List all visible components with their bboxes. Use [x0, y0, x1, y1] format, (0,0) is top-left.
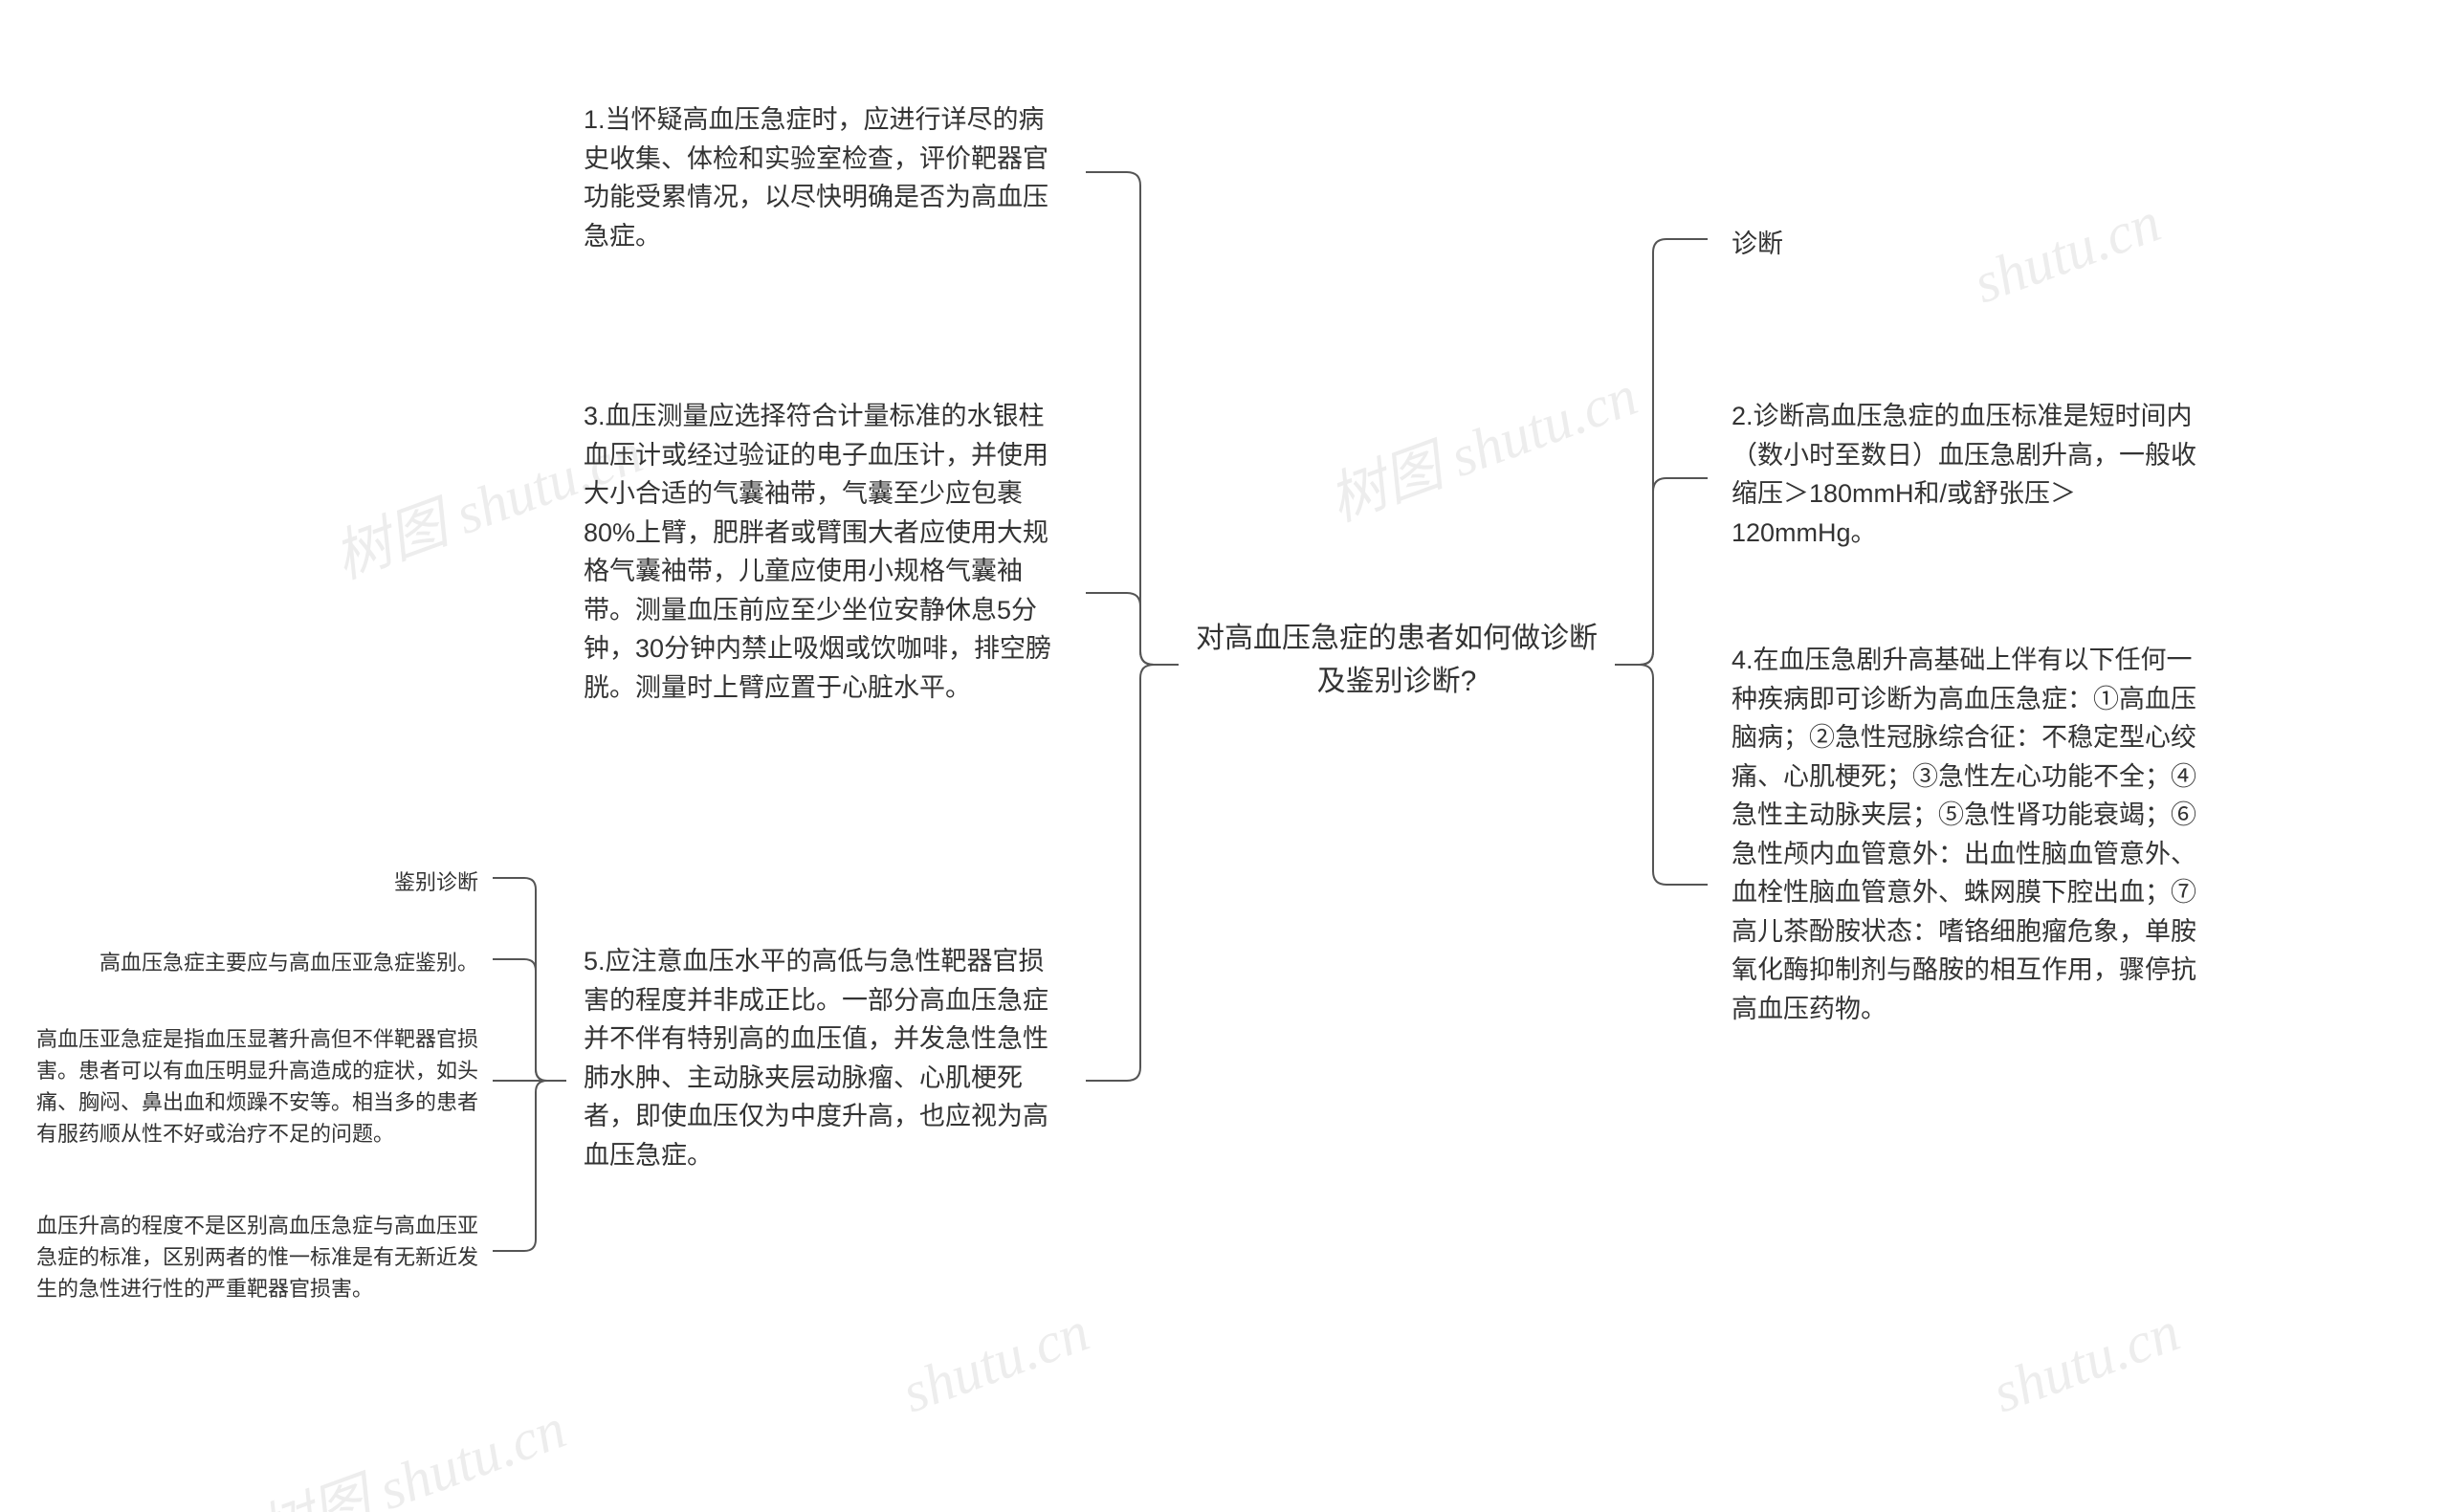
- watermark: shutu.cn: [1984, 1299, 2188, 1427]
- mindmap-subnode-c: 高血压亚急症是指血压显著升高但不伴靶器官损害。患者可以有血压明显升高造成的症状，…: [36, 1023, 481, 1150]
- mindmap-subnode-d: 血压升高的程度不是区别高血压急症与高血压亚急症的标准，区别两者的惟一标准是有无新…: [36, 1210, 481, 1304]
- watermark: shutu.cn: [1965, 189, 2169, 318]
- mindmap-node-right-diag: 诊断: [1732, 225, 1827, 264]
- mindmap-node-left-3: 3.血压测量应选择符合计量标准的水银柱血压计或经过验证的电子血压计，并使用大小合…: [584, 397, 1067, 707]
- watermark: 树图 shutu.cn: [1315, 349, 1646, 537]
- watermark: 树图 shutu.cn: [244, 1382, 575, 1512]
- mindmap-subnode-a: 鉴别诊断: [378, 866, 478, 898]
- mindmap-subnode-b: 高血压急症主要应与高血压亚急症鉴别。: [77, 947, 478, 978]
- mindmap-node-right-2: 2.诊断高血压急症的血压标准是短时间内（数小时至数日）血压急剧升高，一般收缩压＞…: [1732, 397, 2215, 552]
- watermark: shutu.cn: [894, 1299, 1097, 1427]
- mindmap-center: 对高血压急症的患者如何做诊断及鉴别诊断?: [1196, 617, 1598, 703]
- mindmap-node-left-1: 1.当怀疑高血压急症时，应进行详尽的病史收集、体检和实验室检查，评价靶器官功能受…: [584, 100, 1067, 255]
- mindmap-node-left-5: 5.应注意血压水平的高低与急性靶器官损害的程度并非成正比。一部分高血压急症并不伴…: [584, 942, 1067, 1174]
- mindmap-node-right-4: 4.在血压急剧升高基础上伴有以下任何一种疾病即可诊断为高血压急症：①高血压脑病；…: [1732, 641, 2215, 1028]
